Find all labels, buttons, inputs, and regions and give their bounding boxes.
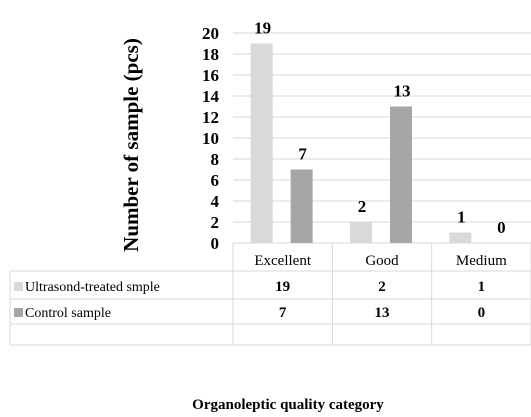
category-label: Good bbox=[365, 253, 399, 269]
legend-label: Ultrasond-treated smple bbox=[25, 280, 160, 295]
y-tick-label: 16 bbox=[202, 66, 219, 85]
bar-medium-series-1 bbox=[449, 232, 472, 243]
table-cell: 0 bbox=[478, 305, 486, 321]
y-tick-label: 4 bbox=[211, 192, 220, 211]
table-cell: 19 bbox=[275, 279, 290, 295]
legend-swatch bbox=[14, 308, 23, 317]
table-cell: 13 bbox=[375, 305, 390, 321]
table-cell: 2 bbox=[378, 279, 386, 295]
bars bbox=[250, 43, 472, 243]
y-tick-label: 12 bbox=[202, 108, 219, 127]
data-label: 2 bbox=[358, 197, 367, 216]
y-tick-labels: 0 2 4 6 8 10 12 14 16 18 20 bbox=[202, 24, 220, 253]
category-label: Medium bbox=[456, 253, 507, 269]
y-tick-label: 10 bbox=[202, 129, 219, 148]
category-label: Excellent bbox=[254, 253, 311, 269]
bar-good-series-1 bbox=[350, 222, 372, 243]
data-label: 13 bbox=[394, 82, 411, 101]
data-label: 7 bbox=[298, 145, 307, 164]
table-cell: 7 bbox=[279, 305, 287, 321]
table-cell: 1 bbox=[478, 279, 486, 295]
bar-good-series-2 bbox=[390, 106, 412, 243]
data-table: Excellent Good Medium Ultrasond-treated smp… bbox=[9, 243, 531, 346]
data-label: 0 bbox=[497, 218, 506, 237]
bar-excellent-series-2 bbox=[290, 169, 313, 243]
y-tick-label: 14 bbox=[202, 87, 220, 106]
y-axis-label: Number of sample (pcs) bbox=[119, 38, 143, 252]
legend-label: Control sample bbox=[25, 306, 111, 321]
y-tick-label: 18 bbox=[202, 45, 219, 64]
y-tick-label: 0 bbox=[211, 234, 220, 253]
y-tick-label: 8 bbox=[211, 150, 220, 169]
y-tick-label: 2 bbox=[211, 213, 220, 232]
gridlines bbox=[233, 32, 531, 244]
data-label: 19 bbox=[254, 19, 271, 38]
y-tick-label: 6 bbox=[211, 171, 220, 190]
data-label: 1 bbox=[457, 208, 466, 227]
legend-swatch bbox=[14, 282, 23, 291]
bar-excellent-series-1 bbox=[250, 43, 273, 243]
data-labels: 19 7 2 13 1 0 bbox=[254, 19, 505, 238]
y-tick-label: 20 bbox=[202, 24, 219, 43]
x-axis-label: Organoleptic quality category bbox=[192, 397, 384, 413]
